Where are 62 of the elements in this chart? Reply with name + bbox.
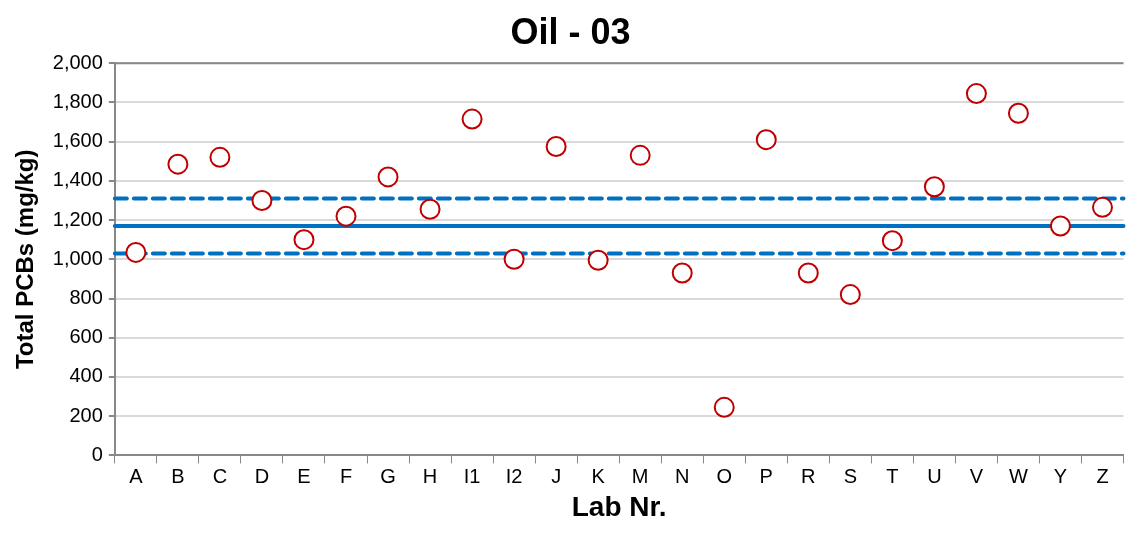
y-tick-label: 600: [69, 325, 103, 348]
point: [125, 241, 147, 263]
x-tick-label: R: [801, 464, 816, 487]
x-axis-title: Lab Nr.: [571, 490, 667, 522]
x-tick-label: D: [254, 464, 270, 487]
point: [251, 189, 273, 211]
y-tick-label: 800: [69, 286, 103, 309]
y-tick-label: 1,400: [52, 168, 103, 191]
x-tick-label: N: [674, 464, 690, 487]
point: [587, 249, 609, 271]
x-tick-label: I2: [505, 464, 523, 487]
y-tick-label: 2,000: [52, 50, 103, 73]
point: [713, 396, 735, 418]
x-tick-label: J: [551, 464, 562, 487]
point: [419, 198, 441, 220]
x-tick-label: C: [212, 464, 228, 487]
x-tick-label: B: [171, 464, 185, 487]
x-tick-label: M: [631, 464, 649, 487]
y-tick-label: 400: [69, 364, 103, 387]
point: [881, 230, 903, 252]
point: [1007, 102, 1029, 124]
y-axis-title: Total PCBs (mg/kg): [11, 149, 39, 370]
y-tick-label: 200: [69, 403, 103, 426]
point: [335, 205, 357, 227]
x-tick-label: E: [297, 464, 311, 487]
x-tick-label: W: [1008, 464, 1028, 487]
point: [1091, 196, 1113, 218]
point: [965, 83, 987, 105]
point: [545, 136, 567, 158]
point: [377, 166, 399, 188]
point: [671, 262, 693, 284]
y-tick-label: 1,200: [52, 207, 103, 230]
x-tick-label: A: [129, 464, 144, 487]
x-tick-label: H: [422, 464, 438, 487]
x-tick-label: O: [716, 464, 733, 487]
point: [755, 129, 777, 151]
x-tick-label: V: [969, 464, 984, 487]
x-tick-label: P: [759, 464, 773, 487]
x-tick-label: K: [591, 464, 606, 487]
x-tick-label: T: [886, 464, 899, 487]
y-tick-label: 0: [91, 442, 103, 465]
x-tick-label: F: [339, 464, 353, 487]
point: [503, 248, 525, 270]
x-tick-label: Z: [1096, 464, 1109, 487]
y-tick-label: 1,800: [52, 89, 103, 112]
x-tick-label: G: [380, 464, 396, 487]
x-tick-label: U: [927, 464, 942, 487]
x-tick-label: Y: [1053, 464, 1068, 487]
point: [461, 108, 483, 130]
point: [923, 176, 945, 198]
point: [839, 284, 861, 306]
point: [629, 144, 651, 166]
y-tick-label: 1,600: [52, 129, 103, 152]
chart-title: Oil - 03: [510, 10, 631, 52]
x-tick-label: I1: [463, 464, 481, 487]
x-tick-label: S: [843, 464, 857, 487]
point: [209, 146, 231, 168]
point: [797, 262, 819, 284]
point: [167, 153, 189, 175]
point: [293, 229, 315, 251]
point: [1049, 215, 1071, 237]
y-tick-label: 1,000: [52, 246, 103, 269]
